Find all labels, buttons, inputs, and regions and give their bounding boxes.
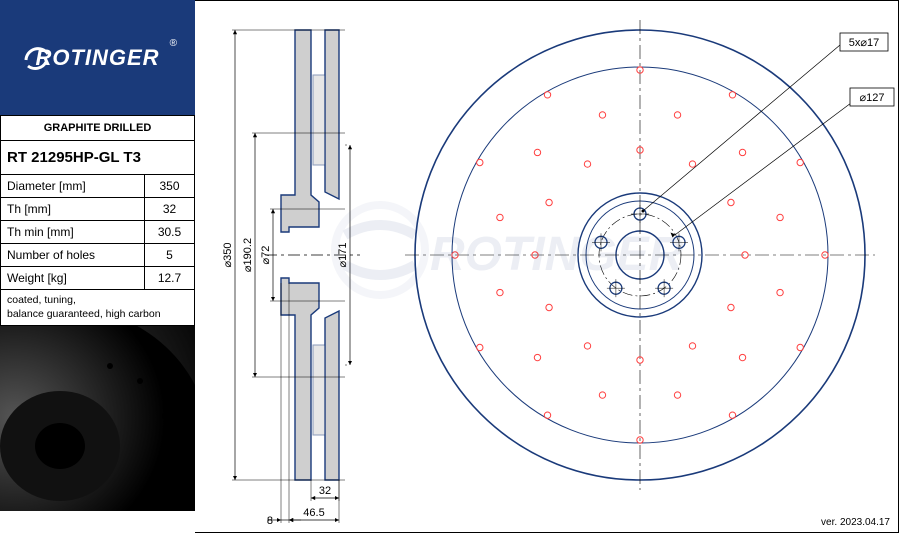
spec-value: 32 xyxy=(145,198,195,221)
spec-row: Diameter [mm]350 xyxy=(1,175,195,198)
part-number: RT 21295HP-GL T3 xyxy=(1,141,195,175)
technical-drawing: ⌀350 ⌀190.2 ⌀72 ⌀171 32 8 46.5 5x⌀17 ⌀127 xyxy=(195,0,900,534)
spec-subtitle: GRAPHITE DRILLED xyxy=(1,116,195,141)
svg-text:⌀171: ⌀171 xyxy=(337,243,349,268)
spec-row: Th [mm]32 xyxy=(1,198,195,221)
product-photo xyxy=(0,326,195,511)
svg-text:5x⌀17: 5x⌀17 xyxy=(849,37,879,49)
brand-logo-box: ROTINGER ® xyxy=(0,0,195,115)
brand-name: ROTINGER xyxy=(35,45,159,71)
spec-row: Th min [mm]30.5 xyxy=(1,221,195,244)
spec-notes: coated, tuning,balance guaranteed, high … xyxy=(1,290,195,326)
svg-text:⌀190.2: ⌀190.2 xyxy=(242,238,254,272)
spec-value: 12.7 xyxy=(145,267,195,290)
left-panel: ROTINGER ® GRAPHITE DRILLED RT 21295HP-G… xyxy=(0,0,195,534)
logo-swoosh-icon xyxy=(22,42,52,72)
spec-label: Number of holes xyxy=(1,244,145,267)
spec-row: Weight [kg]12.7 xyxy=(1,267,195,290)
spec-table: GRAPHITE DRILLED RT 21295HP-GL T3 Diamet… xyxy=(0,115,195,326)
spec-row: Number of holes5 xyxy=(1,244,195,267)
spec-label: Weight [kg] xyxy=(1,267,145,290)
svg-text:32: 32 xyxy=(319,485,331,497)
spec-value: 350 xyxy=(145,175,195,198)
svg-text:⌀127: ⌀127 xyxy=(860,92,885,104)
spec-label: Th [mm] xyxy=(1,198,145,221)
svg-text:⌀350: ⌀350 xyxy=(222,243,234,268)
registered-mark: ® xyxy=(170,38,177,49)
spec-value: 30.5 xyxy=(145,221,195,244)
svg-text:46.5: 46.5 xyxy=(303,507,324,519)
spec-label: Th min [mm] xyxy=(1,221,145,244)
spec-value: 5 xyxy=(145,244,195,267)
version-label: ver. 2023.04.17 xyxy=(821,517,890,528)
spec-label: Diameter [mm] xyxy=(1,175,145,198)
svg-text:8: 8 xyxy=(267,515,273,527)
svg-text:⌀72: ⌀72 xyxy=(260,246,272,265)
